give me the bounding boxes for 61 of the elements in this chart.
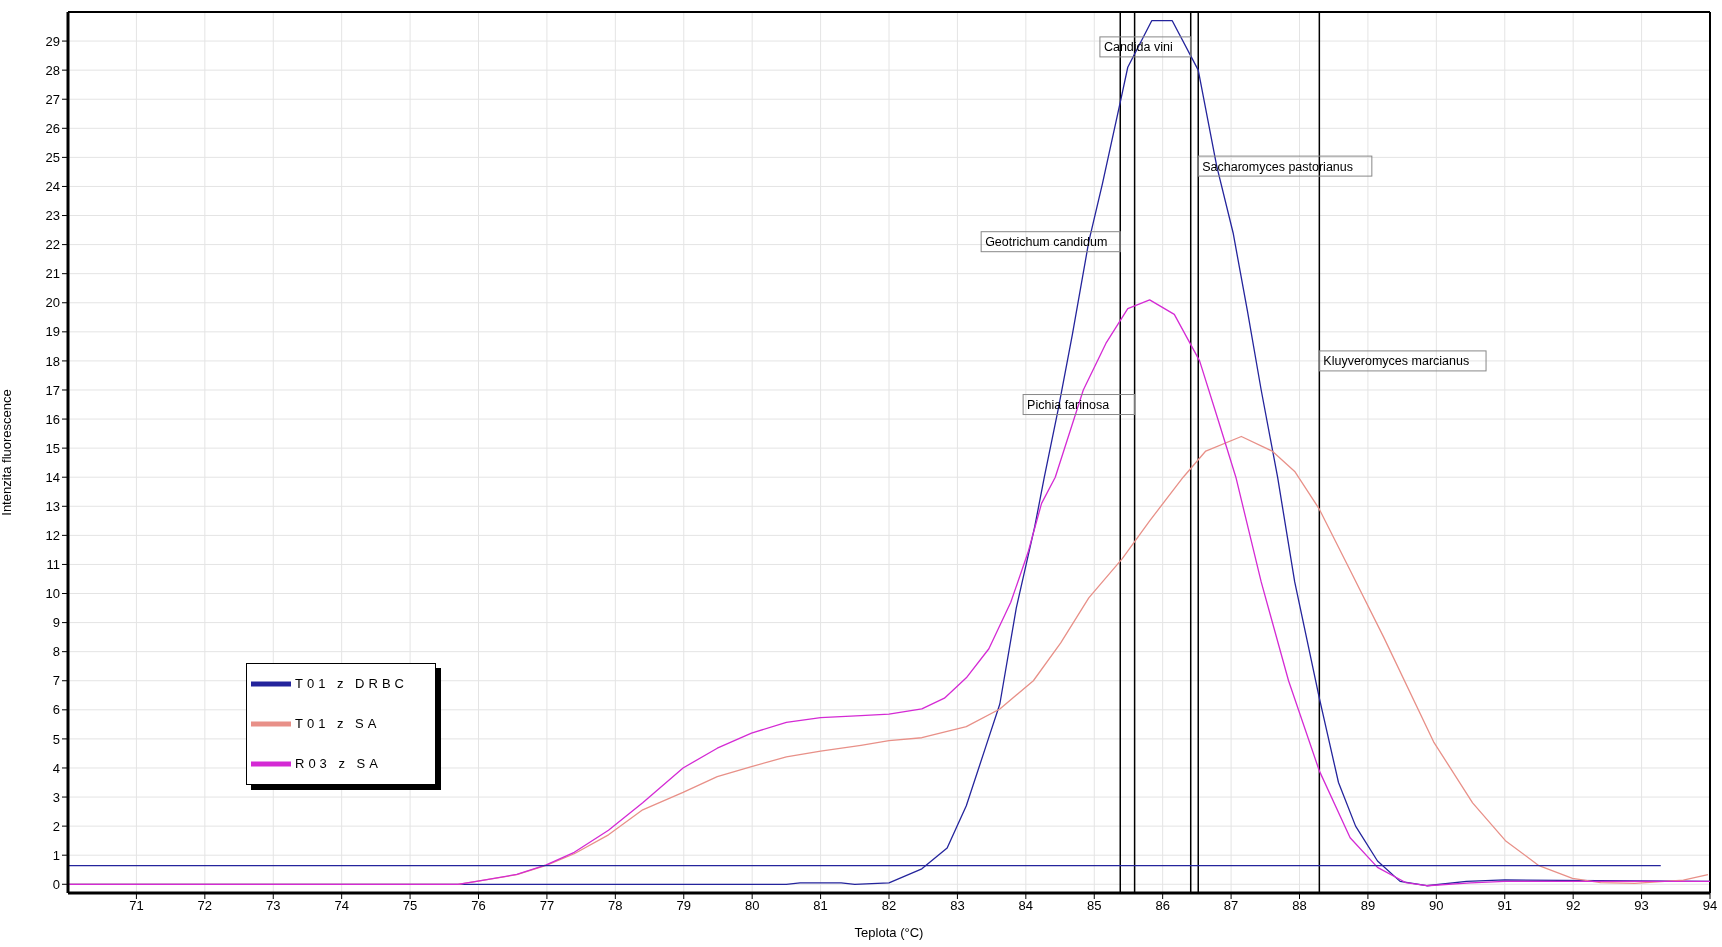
legend-label: R03 z SA bbox=[295, 756, 382, 772]
y-tick-label: 12 bbox=[45, 527, 60, 543]
y-tick-label: 14 bbox=[45, 469, 60, 485]
annotation: Kluyveromyces marcianus bbox=[1323, 354, 1470, 369]
y-tick-label: 15 bbox=[45, 440, 60, 456]
y-tick-label: 9 bbox=[52, 615, 60, 631]
y-tick-label: 19 bbox=[45, 324, 60, 340]
x-tick-label: 87 bbox=[1223, 898, 1239, 914]
y-tick-label: 5 bbox=[52, 731, 60, 747]
x-tick-label: 76 bbox=[471, 898, 486, 914]
y-axis-title: Intenzita fluorescence bbox=[0, 389, 14, 516]
x-tick-label: 85 bbox=[1087, 898, 1102, 914]
y-tick-label: 10 bbox=[45, 586, 60, 602]
y-tick-label: 13 bbox=[45, 498, 60, 514]
x-tick-label: 94 bbox=[1702, 898, 1718, 914]
y-tick-label: 16 bbox=[45, 411, 60, 427]
y-tick-label: 22 bbox=[45, 237, 60, 253]
x-tick-label: 89 bbox=[1360, 898, 1376, 914]
y-tick-label: 3 bbox=[52, 789, 60, 805]
x-tick-label: 91 bbox=[1497, 898, 1512, 914]
y-tick-label: 8 bbox=[52, 644, 60, 660]
legend-label: T01 z SA bbox=[295, 716, 381, 732]
x-tick-label: 83 bbox=[950, 898, 965, 914]
x-tick-label: 90 bbox=[1429, 898, 1444, 914]
y-tick-label: 7 bbox=[52, 673, 60, 689]
y-tick-label: 29 bbox=[45, 33, 60, 49]
x-tick-label: 75 bbox=[402, 898, 418, 914]
y-tick-label: 18 bbox=[45, 353, 60, 369]
x-tick-label: 71 bbox=[129, 898, 144, 914]
x-tick-label: 86 bbox=[1155, 898, 1170, 914]
y-tick-label: 21 bbox=[45, 266, 60, 282]
y-tick-label: 2 bbox=[52, 818, 60, 834]
x-tick-label: 82 bbox=[881, 898, 897, 914]
x-tick-label: 92 bbox=[1565, 898, 1581, 914]
x-tick-label: 88 bbox=[1292, 898, 1307, 914]
y-tick-label: 1 bbox=[52, 847, 60, 863]
y-tick-label: 0 bbox=[52, 876, 60, 892]
y-tick-label: 25 bbox=[45, 149, 60, 165]
y-tick-label: 4 bbox=[52, 760, 60, 776]
y-tick-label: 28 bbox=[45, 62, 60, 78]
line-series bbox=[68, 299, 1710, 887]
y-tick-label: 6 bbox=[52, 702, 60, 718]
y-tick-label: 24 bbox=[45, 179, 60, 195]
y-tick-label: 26 bbox=[45, 120, 60, 136]
x-tick-label: 80 bbox=[744, 898, 760, 914]
x-axis-title: Teplota (°C) bbox=[854, 925, 924, 940]
x-tick-label: 93 bbox=[1634, 898, 1649, 914]
x-tick-label: 74 bbox=[334, 898, 349, 914]
x-tick-label: 77 bbox=[539, 898, 555, 914]
x-tick-label: 72 bbox=[197, 898, 213, 914]
legend-label: T01 z DRBC bbox=[295, 676, 408, 692]
x-tick-label: 84 bbox=[1018, 898, 1034, 914]
x-tick-label: 81 bbox=[813, 898, 828, 914]
x-tick-label: 78 bbox=[608, 898, 623, 914]
x-tick-label: 73 bbox=[266, 898, 281, 914]
y-tick-label: 20 bbox=[45, 295, 60, 311]
y-tick-label: 11 bbox=[46, 557, 60, 573]
y-tick-label: 27 bbox=[45, 91, 60, 107]
x-tick-label: 79 bbox=[676, 898, 691, 914]
y-tick-label: 23 bbox=[45, 208, 60, 224]
y-tick-label: 17 bbox=[45, 382, 60, 398]
